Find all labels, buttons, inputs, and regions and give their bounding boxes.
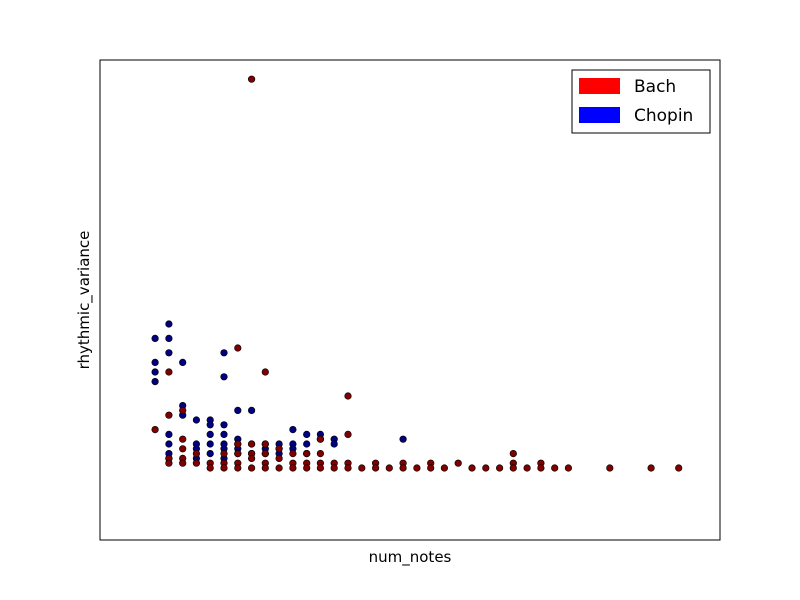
data-point-chopin bbox=[165, 334, 173, 343]
data-point-bach bbox=[275, 464, 283, 472]
data-point-bach bbox=[344, 392, 352, 400]
data-point-bach bbox=[289, 450, 297, 458]
data-point-bach bbox=[344, 464, 352, 472]
data-point-chopin bbox=[248, 406, 256, 415]
data-point-chopin bbox=[330, 440, 338, 448]
data-point-bach bbox=[564, 464, 573, 472]
data-point-bach bbox=[358, 464, 366, 472]
data-point-bach bbox=[234, 464, 242, 472]
points-layer bbox=[151, 75, 683, 472]
data-point-bach bbox=[454, 459, 462, 467]
series-bach bbox=[151, 75, 683, 472]
data-point-bach bbox=[220, 464, 228, 472]
data-point-bach bbox=[220, 450, 228, 458]
data-point-chopin bbox=[206, 440, 214, 448]
data-point-chopin bbox=[165, 440, 173, 448]
data-point-bach bbox=[537, 464, 545, 472]
data-point-bach bbox=[234, 450, 242, 458]
data-point-bach bbox=[165, 368, 173, 376]
data-point-chopin bbox=[303, 430, 311, 439]
data-point-bach bbox=[316, 464, 325, 472]
data-point-chopin bbox=[399, 435, 407, 443]
data-point-chopin bbox=[151, 358, 159, 367]
data-point-bach bbox=[330, 464, 338, 472]
data-point-bach bbox=[179, 406, 187, 415]
data-point-bach bbox=[234, 440, 242, 448]
data-point-chopin bbox=[165, 320, 173, 328]
data-point-chopin bbox=[303, 440, 311, 448]
data-point-bach bbox=[248, 454, 256, 463]
legend-label-chopin: Chopin bbox=[634, 106, 693, 126]
data-point-bach bbox=[509, 450, 517, 458]
data-point-chopin bbox=[220, 349, 228, 357]
data-point-bach bbox=[234, 344, 242, 352]
data-point-bach bbox=[192, 450, 200, 458]
data-point-bach bbox=[289, 464, 297, 472]
data-point-bach bbox=[248, 440, 256, 448]
data-point-chopin bbox=[220, 430, 228, 439]
data-point-bach bbox=[523, 464, 531, 472]
legend-swatch-chopin bbox=[579, 107, 620, 123]
data-point-bach bbox=[248, 75, 256, 83]
data-point-bach bbox=[303, 464, 311, 472]
legend: Bach Chopin bbox=[571, 69, 711, 134]
data-point-bach bbox=[606, 464, 614, 472]
data-point-bach bbox=[385, 464, 393, 472]
data-point-chopin bbox=[151, 368, 159, 376]
data-point-chopin bbox=[151, 378, 159, 386]
data-point-bach bbox=[372, 464, 380, 472]
data-point-bach bbox=[675, 464, 683, 472]
y-axis-label: rhythmic_variance bbox=[75, 231, 94, 370]
data-point-bach bbox=[179, 435, 187, 443]
data-point-bach bbox=[344, 430, 352, 439]
data-point-bach bbox=[399, 464, 407, 472]
data-point-bach bbox=[427, 464, 435, 472]
data-point-bach bbox=[275, 445, 283, 453]
data-point-bach bbox=[496, 464, 504, 472]
plot-area bbox=[99, 59, 721, 541]
data-point-bach bbox=[165, 459, 173, 467]
data-point-bach bbox=[482, 464, 490, 472]
data-point-chopin bbox=[289, 426, 297, 434]
data-point-bach bbox=[261, 368, 269, 376]
x-axis-label: num_notes bbox=[369, 548, 452, 567]
data-point-bach bbox=[179, 445, 187, 453]
data-point-chopin bbox=[220, 421, 228, 429]
data-point-bach bbox=[261, 440, 269, 448]
data-point-bach bbox=[192, 459, 200, 467]
data-point-chopin bbox=[206, 430, 214, 439]
data-point-bach bbox=[206, 464, 214, 472]
data-point-bach bbox=[248, 464, 256, 472]
data-point-chopin bbox=[206, 421, 214, 429]
data-point-bach bbox=[551, 464, 559, 472]
data-point-bach bbox=[275, 454, 283, 463]
data-point-chopin bbox=[220, 373, 228, 381]
data-point-bach bbox=[316, 450, 325, 458]
data-point-bach bbox=[179, 459, 187, 467]
data-point-bach bbox=[151, 426, 159, 434]
data-point-bach bbox=[413, 464, 421, 472]
data-point-bach bbox=[509, 464, 517, 472]
data-point-chopin bbox=[192, 416, 200, 424]
legend-swatch-bach bbox=[579, 78, 620, 94]
data-point-chopin bbox=[165, 349, 173, 357]
data-point-chopin bbox=[151, 334, 159, 343]
data-point-bach bbox=[165, 411, 173, 419]
data-point-bach bbox=[316, 435, 325, 443]
data-point-chopin bbox=[234, 406, 242, 415]
legend-label-bach: Bach bbox=[634, 77, 676, 97]
data-point-chopin bbox=[206, 450, 214, 458]
data-point-chopin bbox=[165, 430, 173, 439]
data-point-bach bbox=[261, 464, 269, 472]
data-point-bach bbox=[303, 450, 311, 458]
data-point-chopin bbox=[179, 358, 187, 367]
data-point-bach bbox=[440, 464, 449, 472]
data-point-bach bbox=[647, 464, 655, 472]
data-point-bach bbox=[468, 464, 476, 472]
data-point-bach bbox=[261, 450, 269, 458]
